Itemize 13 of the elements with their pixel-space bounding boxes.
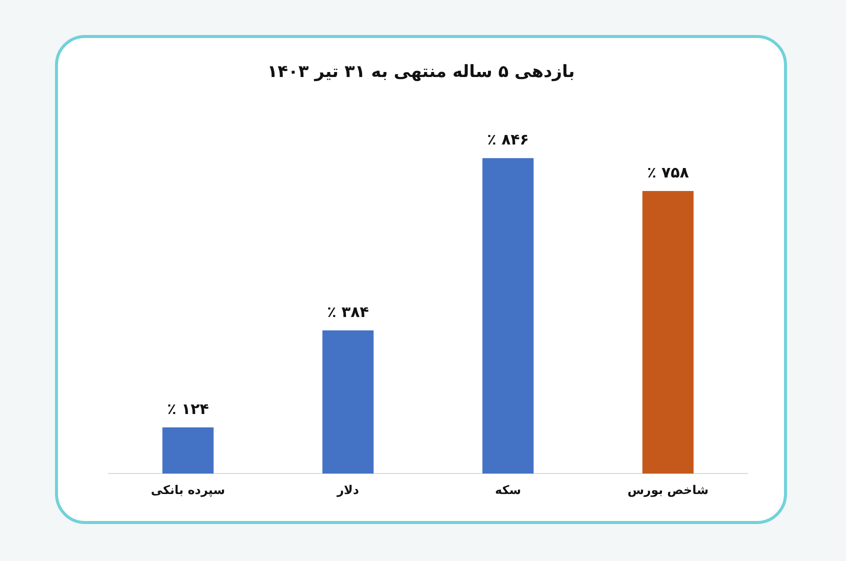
chart-title: بازدهی ۵ ساله منتهی به ۳۱ تیر ۱۴۰۳ (266, 62, 576, 82)
data-label: ۷۵۸ ٪ (647, 163, 689, 182)
data-label: ۸۴۶ ٪ (487, 130, 529, 149)
data-label: ۱۲۴ ٪ (167, 400, 209, 418)
data-label: ۳۸۴ ٪ (327, 302, 369, 321)
x-tick-label: دلار (336, 482, 360, 497)
x-tick-label: شاخص بورس (628, 482, 708, 497)
bar (322, 330, 374, 474)
x-tick-label: سکه (494, 482, 522, 497)
bar (162, 427, 214, 474)
bar (482, 158, 534, 474)
x-tick-label: سپرده بانکی (150, 482, 226, 497)
bar (642, 190, 694, 474)
